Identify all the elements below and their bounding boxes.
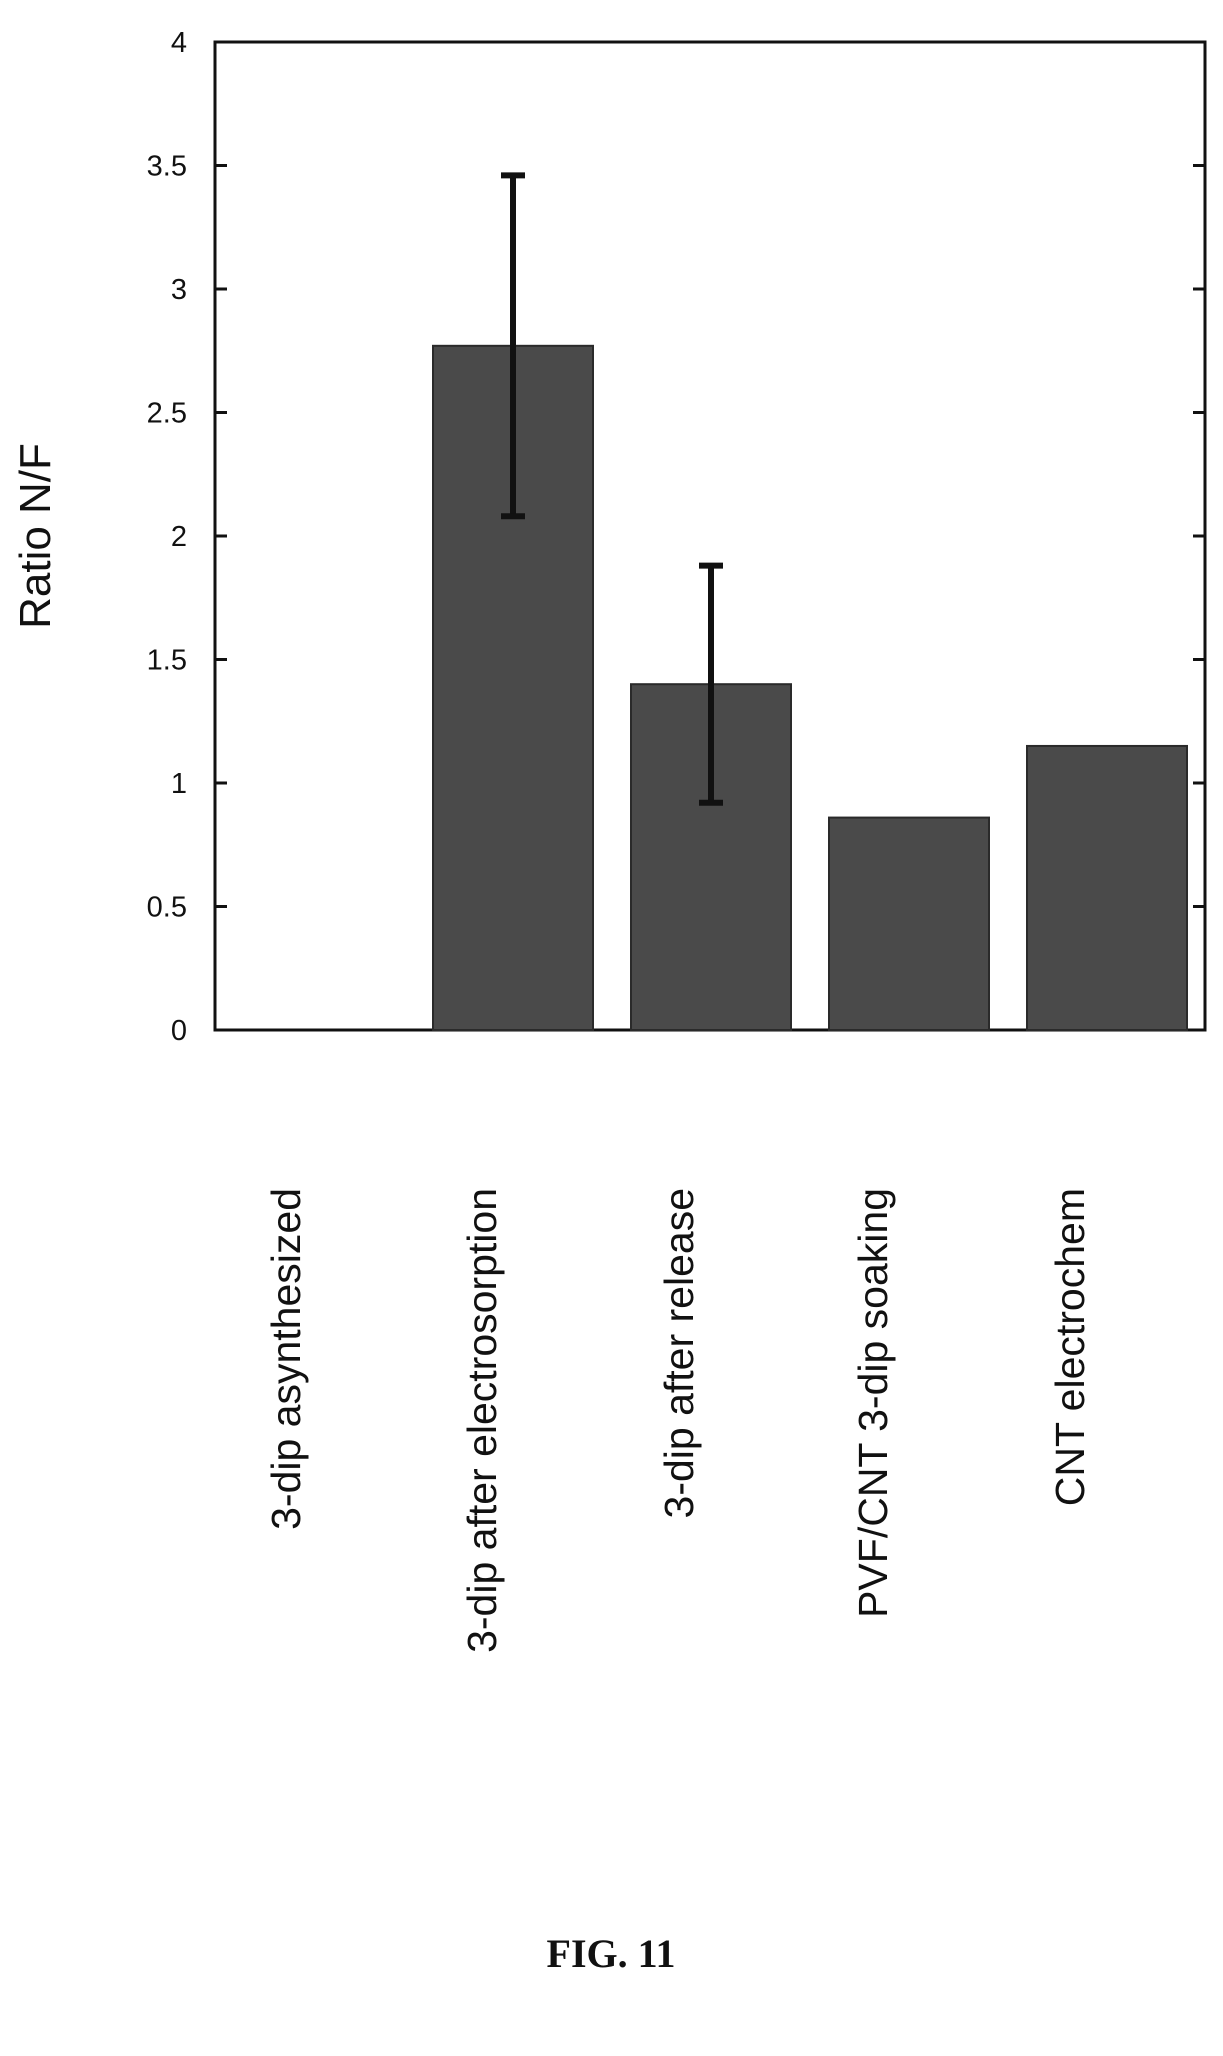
error-bars [501, 172, 723, 806]
bar [828, 816, 990, 1032]
y-axis-title: Ratio N/F [11, 443, 60, 629]
figure-caption: FIG. 11 [547, 1931, 676, 1976]
y-tick-label: 4 [171, 27, 187, 59]
y-axis-ticks: 0 0.5 1 1.5 2 2.5 3 3.5 4 [147, 27, 1205, 1047]
category-label: CNT electrochem [1047, 1188, 1093, 1506]
y-tick-label: 2.5 [147, 398, 187, 430]
y-tick-label: 3.5 [147, 151, 187, 183]
y-tick-label: 1.5 [147, 645, 187, 677]
y-tick-label: 2 [171, 521, 187, 553]
y-tick-label: 0 [171, 1015, 187, 1047]
category-labels: 3-dip asynthesized 3-dip after electrosor… [263, 1188, 1093, 1653]
category-label: 3-dip after release [656, 1188, 702, 1518]
bar [1026, 744, 1188, 1031]
category-label: 3-dip after electrosorption [459, 1188, 505, 1653]
category-label: PVF/CNT 3-dip soaking [850, 1188, 896, 1618]
y-tick-label: 0.5 [147, 892, 187, 924]
y-tick-label: 3 [171, 274, 187, 306]
y-tick-label: 1 [171, 768, 187, 800]
bars [432, 344, 1188, 1032]
category-label: 3-dip asynthesized [263, 1188, 309, 1530]
